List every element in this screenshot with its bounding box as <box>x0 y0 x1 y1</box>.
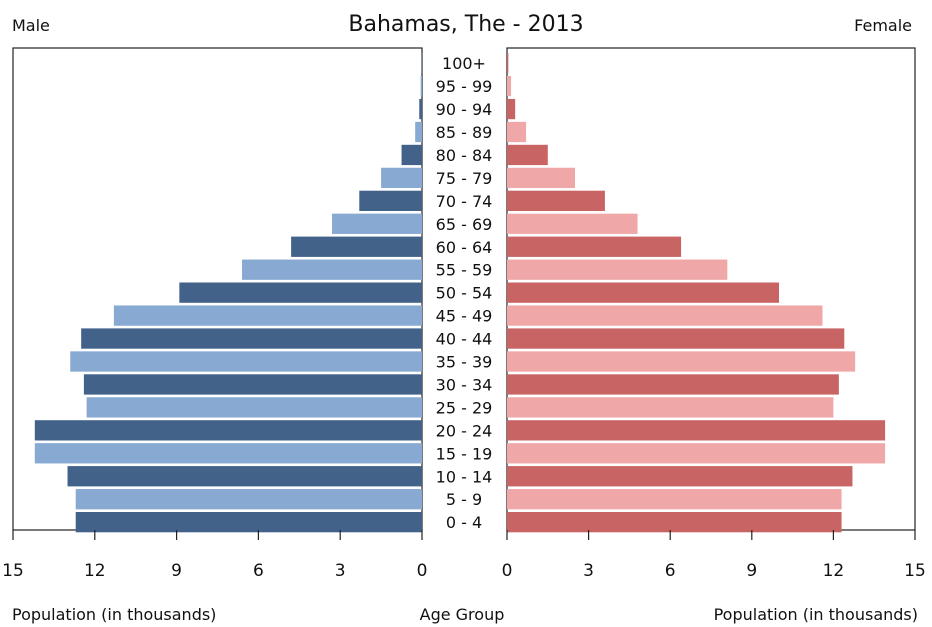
age-group-labels: 100+ 95 - 99 90 - 94 85 - 89 80 - 84 75 - 79 7… <box>436 54 493 532</box>
x-tick-label: 12 <box>84 561 106 581</box>
male-bar <box>420 75 422 97</box>
x-tick-label: 3 <box>583 561 594 581</box>
x-tick-label: 9 <box>746 561 757 581</box>
age-group-label: 85 - 89 <box>436 123 493 142</box>
age-group-label: 45 - 49 <box>436 307 493 326</box>
male-x-axis-label: Population (in thousands) <box>12 605 216 624</box>
age-group-label: 40 - 44 <box>436 330 493 349</box>
female-bar <box>507 53 509 74</box>
chart-title: Bahamas, The - 2013 <box>348 12 583 37</box>
female-bar <box>507 144 548 166</box>
x-tick-label: 12 <box>823 561 845 581</box>
male-bar <box>179 282 422 303</box>
x-tick-label: 3 <box>335 561 346 581</box>
age-group-label: 15 - 19 <box>436 444 493 463</box>
female-bar <box>507 190 605 211</box>
male-bar <box>34 420 423 441</box>
female-bar <box>507 236 682 257</box>
female-bar <box>507 512 842 533</box>
female-bar <box>507 98 516 120</box>
x-tick-label: 0 <box>417 561 428 581</box>
age-group-label: 80 - 84 <box>436 146 493 165</box>
male-bar <box>86 397 423 418</box>
female-bar <box>507 466 853 487</box>
male-label: Male <box>12 16 50 35</box>
x-tick-label: 6 <box>253 561 264 581</box>
male-bars <box>34 53 423 533</box>
age-group-label: 70 - 74 <box>436 192 493 211</box>
female-bar <box>507 489 842 510</box>
male-bar <box>67 466 422 487</box>
age-group-label: 35 - 39 <box>436 353 493 372</box>
age-group-label: 25 - 29 <box>436 398 493 417</box>
male-bar <box>75 489 423 510</box>
female-bar <box>507 259 728 280</box>
age-group-label: 90 - 94 <box>436 100 493 119</box>
female-bar <box>507 121 527 143</box>
age-group-label: 10 - 14 <box>436 467 493 486</box>
age-group-label: 95 - 99 <box>436 77 493 96</box>
male-bar <box>113 305 422 326</box>
female-bar <box>507 374 839 395</box>
age-group-label: 5 - 9 <box>446 490 482 509</box>
female-bar <box>507 420 886 441</box>
male-bar <box>70 351 422 372</box>
female-bar <box>507 305 823 326</box>
male-bar <box>34 443 423 464</box>
age-group-label: 55 - 59 <box>436 261 493 280</box>
age-group-label: 50 - 54 <box>436 284 493 303</box>
x-tick-label: 15 <box>904 561 926 581</box>
female-bar <box>507 351 856 372</box>
female-axis-ticks: 0 3 6 9 12 15 <box>502 530 926 581</box>
male-bar <box>332 213 422 234</box>
age-group-axis-label: Age Group <box>420 605 505 624</box>
female-bar <box>507 75 512 97</box>
female-x-axis-label: Population (in thousands) <box>714 605 918 624</box>
x-tick-label: 6 <box>665 561 676 581</box>
age-group-label: 0 - 4 <box>446 513 482 532</box>
female-bar <box>507 167 575 189</box>
male-bar <box>75 512 423 533</box>
female-label: Female <box>854 16 912 35</box>
male-bar <box>83 374 422 395</box>
male-bar <box>401 144 422 166</box>
age-group-label: 30 - 34 <box>436 375 493 394</box>
male-bar <box>242 259 422 280</box>
female-bars <box>507 53 886 533</box>
female-bar <box>507 328 845 349</box>
male-bar <box>415 121 422 143</box>
female-bar <box>507 213 638 234</box>
x-tick-label: 9 <box>171 561 182 581</box>
x-tick-label: 15 <box>2 561 24 581</box>
female-bar <box>507 282 779 303</box>
male-bar <box>291 236 422 257</box>
male-bar <box>421 53 422 74</box>
female-bar <box>507 397 834 418</box>
male-bar <box>381 167 422 189</box>
male-axis-ticks: 15 12 9 6 3 0 <box>2 530 427 581</box>
age-group-label: 60 - 64 <box>436 238 493 257</box>
age-group-label: 20 - 24 <box>436 421 493 440</box>
male-bar <box>81 328 423 349</box>
x-tick-label: 0 <box>502 561 513 581</box>
male-bar <box>419 98 422 120</box>
age-group-label: 65 - 69 <box>436 215 493 234</box>
female-bar <box>507 443 886 464</box>
male-bar <box>359 190 422 211</box>
age-group-label: 75 - 79 <box>436 169 493 188</box>
age-group-label: 100+ <box>442 54 486 73</box>
